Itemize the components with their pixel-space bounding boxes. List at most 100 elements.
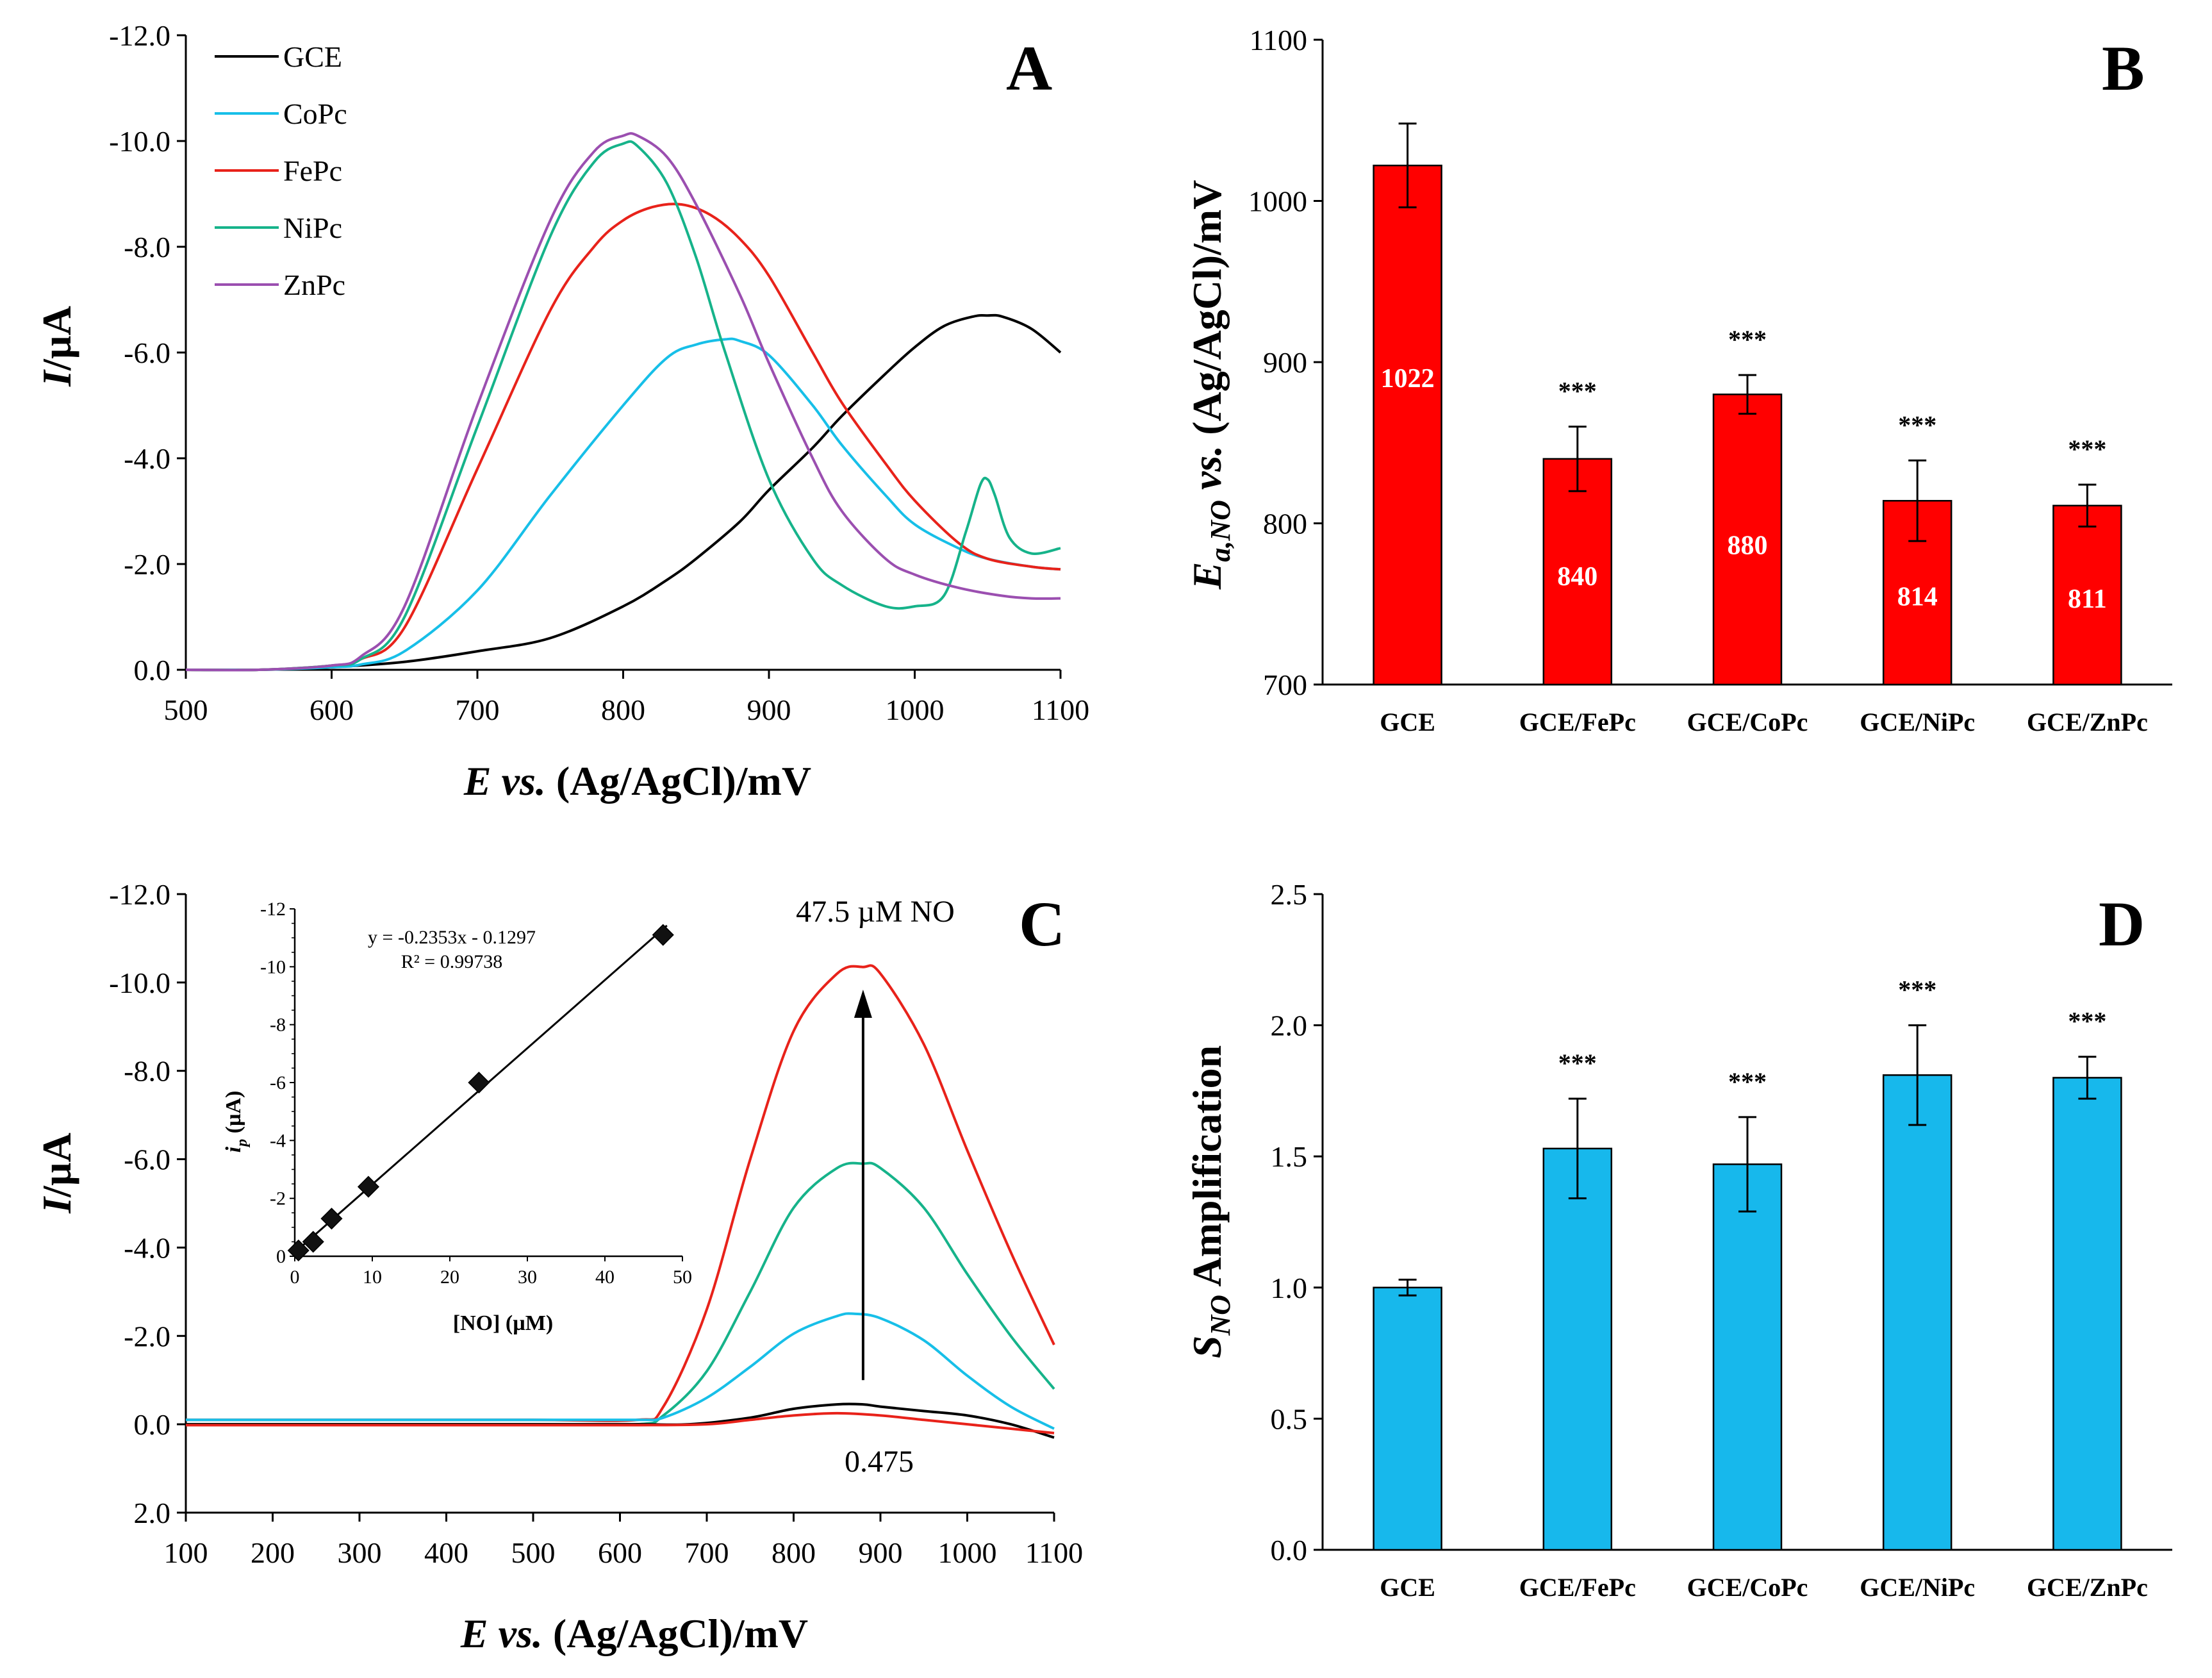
inset-y-tick-label: -6	[270, 1072, 286, 1093]
panel-c-x-tick-label: 800	[772, 1536, 816, 1569]
panel-a-y-axis-title: I/µA	[34, 306, 79, 387]
panel-b-y-tick-label: 1100	[1250, 24, 1307, 56]
panel-c-y-tick-label: 2.0	[134, 1497, 171, 1529]
panel-b-bar	[1712, 394, 1783, 686]
panel-a-series-line-znpc	[185, 132, 1061, 672]
panel-c-y-tick-label: 0.0	[134, 1408, 171, 1441]
panel-c-series-line	[186, 1312, 1055, 1430]
panel-d-significance-marker: ***	[1558, 1049, 1597, 1077]
panel-b-category-label: GCE/CoPc	[1687, 708, 1808, 736]
panel-a-y-tick-label: -8.0	[124, 231, 170, 263]
panel-d-y-tick-label: 2.0	[1271, 1009, 1308, 1042]
panel-b-category-label: GCE/FePc	[1519, 708, 1636, 736]
panel-b-significance-marker: ***	[1728, 325, 1767, 354]
panel-a-y-tick-label: -10.0	[109, 125, 170, 158]
panel-c-x-tick-label: 1100	[1025, 1536, 1083, 1569]
panel-c-y-axis-title: I/µA	[34, 1133, 79, 1214]
inset-data-point	[468, 1071, 490, 1094]
legend-label-fepc: FePc	[283, 154, 342, 187]
inset-x-axis-title: [NO] (µM)	[453, 1311, 553, 1335]
inset-x-tick-label: 40	[595, 1267, 615, 1288]
panel-b-category-label: GCE/NiPc	[1860, 708, 1975, 736]
panel-d-category-label: GCE	[1380, 1573, 1435, 1602]
panel-d-y-tick-label: 0.0	[1271, 1534, 1308, 1566]
panel-b-significance-marker: ***	[1558, 377, 1597, 406]
inset-data-point	[302, 1231, 324, 1253]
panel-d-y-tick-label: 0.5	[1271, 1402, 1308, 1435]
panel-d-bar	[1882, 1074, 1952, 1551]
panel-d-category-label: GCE/ZnPc	[2027, 1573, 2148, 1602]
legend-label-znpc: ZnPc	[283, 269, 345, 301]
panel-c-series-line	[185, 1161, 1055, 1427]
panel-b-plot-area: 700 800 900 1000 1100 GCE 1022 *** GCE/FePc 840 **…	[1248, 24, 2172, 736]
panel-d-significance-marker: ***	[1728, 1067, 1767, 1096]
panel-d-significance-marker: ***	[1898, 976, 1936, 1004]
panel-d-bar	[1542, 1147, 1613, 1551]
panel-b: 700 800 900 1000 1100 GCE 1022 *** GCE/FePc 840 **…	[1184, 24, 2172, 736]
panel-a-y-tick-label: -12.0	[109, 19, 170, 52]
panel-c-x-tick-label: 1000	[938, 1536, 997, 1569]
panel-d-y-tick-label: 1.5	[1271, 1140, 1308, 1173]
inset-data-point	[357, 1175, 380, 1198]
panel-a-series-line-nipc	[185, 140, 1061, 672]
panel-c-annotation-top: 47.5 µM NO	[796, 895, 955, 929]
panel-b-y-tick-label: 1000	[1248, 185, 1307, 218]
panel-b-bar-value-label: 840	[1557, 562, 1597, 592]
panel-c-series-line	[186, 964, 1055, 1422]
inset-data-point	[287, 1239, 310, 1262]
panel-b-bar-value-label: 811	[2068, 585, 2107, 614]
panel-a-x-axis-title: E vs. (Ag/AgCl)/mV	[463, 758, 811, 804]
panel-d-letter: D	[2099, 888, 2145, 959]
inset-r-squared: R² = 0.99738	[401, 951, 502, 972]
panel-c-x-tick-label: 900	[859, 1536, 903, 1569]
panel-c-x-tick-label: 300	[338, 1536, 382, 1569]
inset-y-axis-title: ip (µA)	[222, 1091, 251, 1153]
panel-a-plot-area: 0.0 -2.0 -4.0 -6.0 -8.0 -10.0 -12.0 500 600 700 80…	[109, 19, 1089, 726]
panel-d-category-label: GCE/NiPc	[1860, 1573, 1975, 1602]
panel-d-bar	[1712, 1163, 1783, 1551]
inset-x-tick-label: 0	[290, 1267, 300, 1288]
panel-a-x-tick-label: 1000	[886, 694, 945, 726]
panel-c-annotation-bottom: 0.475	[845, 1445, 914, 1479]
panel-c-y-tick-label: -6.0	[124, 1143, 170, 1176]
panel-b-letter: B	[2102, 33, 2145, 104]
panel-c-x-tick-label: 400	[424, 1536, 468, 1569]
legend-label-gce: GCE	[283, 40, 342, 73]
panel-d-bar	[1373, 1286, 1442, 1551]
panel-b-significance-marker: ***	[2068, 435, 2106, 463]
panel-d-y-tick-label: 2.5	[1271, 878, 1308, 911]
panel-c-x-tick-label: 700	[685, 1536, 729, 1569]
panel-c-inset: 0 -2 -4 -6 -8 -10 -12 0 10 20 30 40 50	[260, 899, 692, 1288]
panel-a-x-tick-label: 800	[601, 694, 645, 726]
panel-b-bar-value-label: 880	[1728, 531, 1768, 561]
inset-equation: y = -0.2353x - 0.1297	[368, 927, 536, 948]
inset-x-tick-label: 10	[363, 1267, 382, 1288]
panel-d-category-label: GCE/FePc	[1519, 1573, 1636, 1602]
panel-c-letter: C	[1019, 888, 1065, 959]
inset-y-tick-label: -2	[270, 1188, 286, 1209]
panel-d-category-label: GCE/CoPc	[1687, 1573, 1808, 1602]
panel-d-plot-area: 0.0 0.5 1.0 1.5 2.0 2.5 GCE *** GCE/FePc *** GCE/C…	[1271, 878, 2172, 1602]
panel-c-y-tick-label: -4.0	[124, 1231, 170, 1264]
panel-a-y-tick-label: -6.0	[124, 336, 170, 369]
inset-data-point	[652, 924, 674, 946]
panel-b-bar-value-label: 814	[1897, 582, 1938, 611]
panel-a-letter: A	[1006, 33, 1052, 104]
panel-c-series-line	[186, 1411, 1055, 1434]
panel-b-category-label: GCE/ZnPc	[2027, 708, 2148, 736]
panel-d-y-tick-label: 1.0	[1271, 1272, 1308, 1304]
panel-b-category-label: GCE	[1380, 708, 1435, 736]
panel-a-y-tick-label: 0.0	[134, 654, 171, 686]
panel-c-arrow-head	[854, 990, 872, 1018]
panel-c-y-tick-label: -2.0	[124, 1320, 170, 1352]
panel-a-x-tick-label: 600	[310, 694, 354, 726]
inset-data-point	[320, 1208, 343, 1230]
inset-y-tick-label: -12	[260, 899, 286, 920]
inset-y-tick-label: -4	[270, 1130, 286, 1151]
panel-a-x-tick-label: 700	[456, 694, 500, 726]
panel-b-significance-marker: ***	[1898, 410, 1936, 439]
panel-c-x-tick-label: 100	[164, 1536, 208, 1569]
